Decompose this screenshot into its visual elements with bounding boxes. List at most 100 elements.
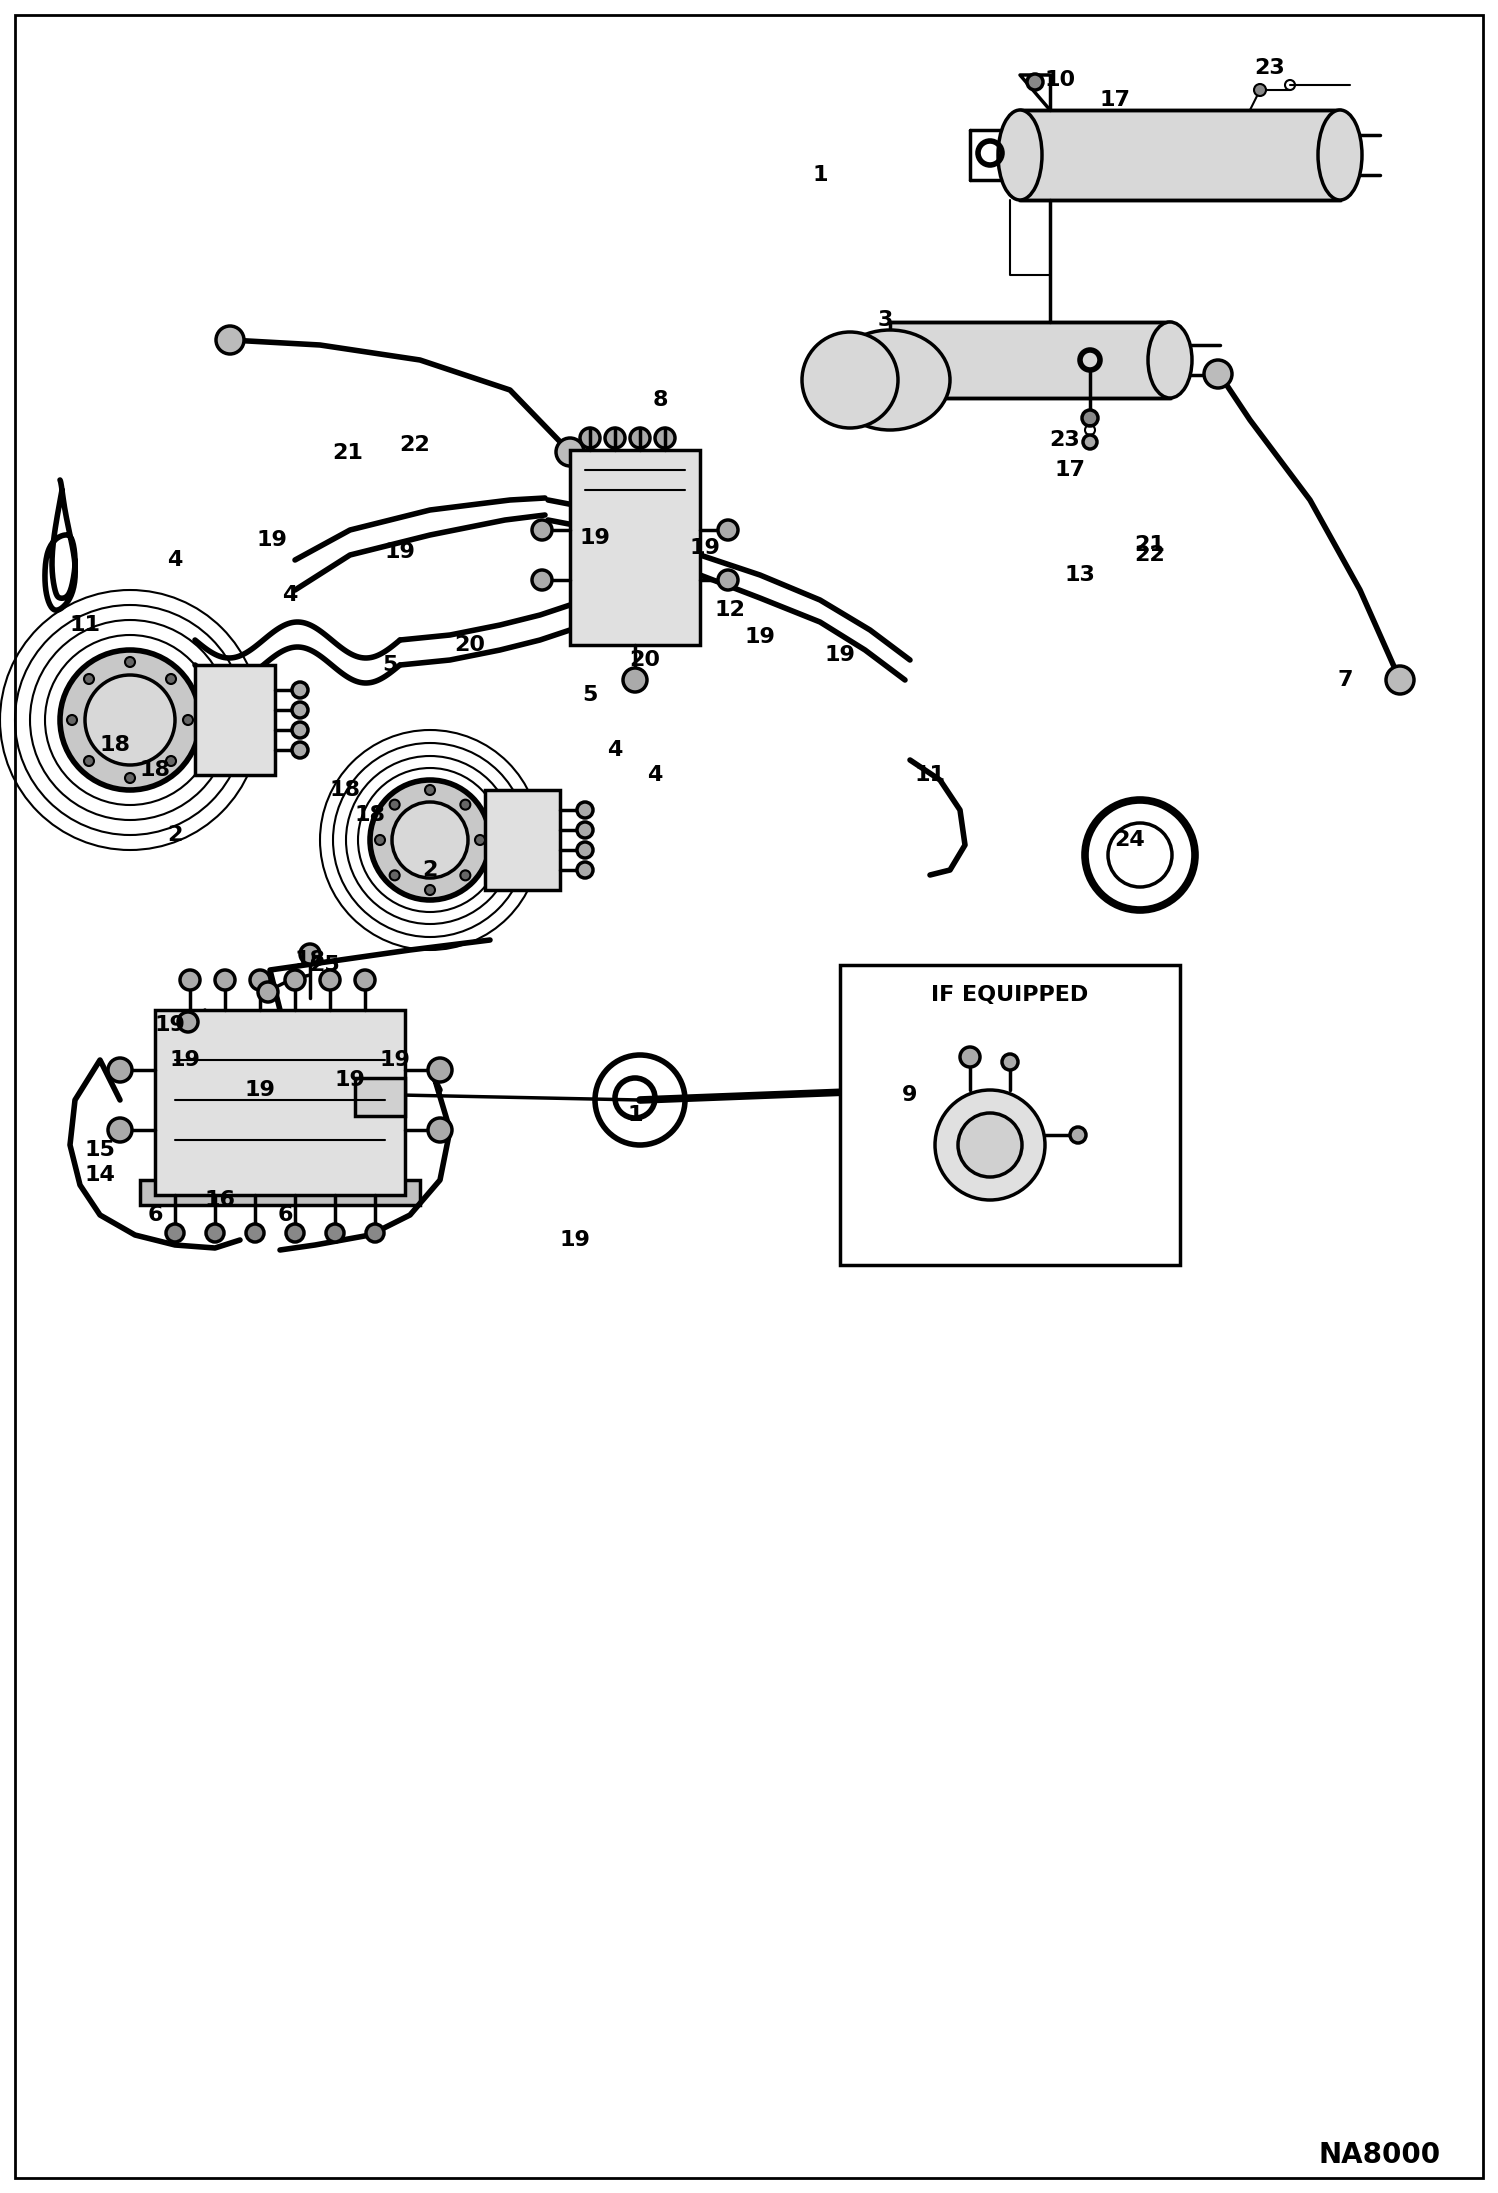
Text: 6: 6 — [277, 1204, 292, 1226]
Ellipse shape — [998, 110, 1043, 200]
Circle shape — [1002, 1055, 1019, 1070]
Text: 18: 18 — [139, 761, 171, 781]
Circle shape — [1386, 667, 1414, 693]
Circle shape — [285, 969, 306, 989]
Text: 24: 24 — [1115, 829, 1146, 851]
Circle shape — [84, 673, 94, 684]
Circle shape — [460, 871, 470, 879]
Text: 19: 19 — [824, 645, 855, 664]
Circle shape — [959, 1114, 1022, 1178]
Ellipse shape — [830, 329, 950, 430]
Circle shape — [1070, 1127, 1086, 1143]
Circle shape — [960, 1046, 980, 1068]
Text: 25: 25 — [310, 954, 340, 976]
Circle shape — [370, 781, 490, 899]
Text: 18: 18 — [295, 950, 325, 969]
Text: 23: 23 — [1050, 430, 1080, 450]
Circle shape — [178, 1011, 198, 1033]
Circle shape — [577, 842, 593, 857]
Text: 5: 5 — [583, 684, 598, 704]
Bar — [840, 965, 1180, 1265]
Text: 15: 15 — [84, 1140, 115, 1160]
Text: 19: 19 — [334, 1070, 366, 1090]
Text: 19: 19 — [169, 1050, 201, 1070]
Text: 2: 2 — [168, 825, 183, 844]
Circle shape — [180, 969, 201, 989]
Text: 12: 12 — [715, 601, 746, 621]
Text: 7: 7 — [1338, 671, 1353, 691]
Circle shape — [580, 428, 601, 447]
Circle shape — [108, 1057, 132, 1081]
Circle shape — [166, 1224, 184, 1241]
Circle shape — [321, 969, 340, 989]
Text: 14: 14 — [84, 1164, 115, 1184]
Text: 17: 17 — [1055, 461, 1086, 480]
Bar — [890, 322, 1170, 397]
Circle shape — [292, 721, 309, 739]
Circle shape — [292, 682, 309, 697]
Text: 19: 19 — [580, 529, 611, 548]
Circle shape — [532, 570, 551, 590]
Circle shape — [631, 428, 650, 447]
Circle shape — [389, 871, 400, 879]
Circle shape — [577, 803, 593, 818]
Circle shape — [1254, 83, 1266, 96]
Circle shape — [475, 836, 485, 844]
Text: 22: 22 — [400, 434, 430, 454]
Circle shape — [425, 785, 434, 796]
Text: 16: 16 — [205, 1191, 235, 1211]
Text: 10: 10 — [1044, 70, 1076, 90]
Bar — [154, 1011, 404, 1195]
Text: 21: 21 — [333, 443, 364, 463]
Text: 18: 18 — [330, 781, 361, 800]
Circle shape — [60, 649, 201, 789]
Circle shape — [216, 969, 235, 989]
Circle shape — [577, 822, 593, 838]
Text: 20: 20 — [454, 636, 485, 656]
Circle shape — [246, 1224, 264, 1241]
Circle shape — [355, 969, 374, 989]
Circle shape — [183, 715, 193, 726]
Circle shape — [623, 669, 647, 693]
Text: 23: 23 — [1255, 57, 1285, 79]
Circle shape — [166, 673, 175, 684]
Circle shape — [556, 439, 584, 465]
Text: 19: 19 — [560, 1230, 590, 1250]
Circle shape — [216, 327, 244, 353]
Text: 8: 8 — [652, 390, 668, 410]
Bar — [355, 1079, 404, 1116]
Circle shape — [718, 570, 739, 590]
Text: 22: 22 — [1134, 546, 1165, 566]
Text: 4: 4 — [282, 586, 298, 605]
Ellipse shape — [1147, 322, 1192, 397]
Circle shape — [392, 803, 467, 877]
Text: 19: 19 — [244, 1079, 276, 1101]
Circle shape — [428, 1118, 452, 1143]
Text: 19: 19 — [379, 1050, 410, 1070]
Circle shape — [207, 1224, 225, 1241]
Circle shape — [108, 1118, 132, 1143]
Circle shape — [577, 862, 593, 877]
Circle shape — [258, 982, 279, 1002]
Text: 13: 13 — [1065, 566, 1095, 586]
Circle shape — [1082, 410, 1098, 425]
Text: 11: 11 — [914, 765, 945, 785]
Circle shape — [1204, 360, 1231, 388]
Circle shape — [428, 1057, 452, 1081]
Circle shape — [718, 520, 739, 539]
Text: 21: 21 — [1134, 535, 1165, 555]
Text: IF EQUIPPED: IF EQUIPPED — [932, 985, 1089, 1004]
Bar — [485, 789, 560, 890]
Text: 4: 4 — [168, 550, 183, 570]
Circle shape — [374, 836, 385, 844]
Circle shape — [460, 800, 470, 809]
Text: 2: 2 — [422, 860, 437, 879]
Circle shape — [85, 675, 175, 765]
Text: 4: 4 — [607, 739, 623, 761]
Text: 3: 3 — [878, 309, 893, 329]
Bar — [139, 1180, 419, 1204]
Circle shape — [532, 520, 551, 539]
Circle shape — [1028, 75, 1043, 90]
Circle shape — [166, 757, 175, 765]
Text: 11: 11 — [69, 614, 100, 636]
